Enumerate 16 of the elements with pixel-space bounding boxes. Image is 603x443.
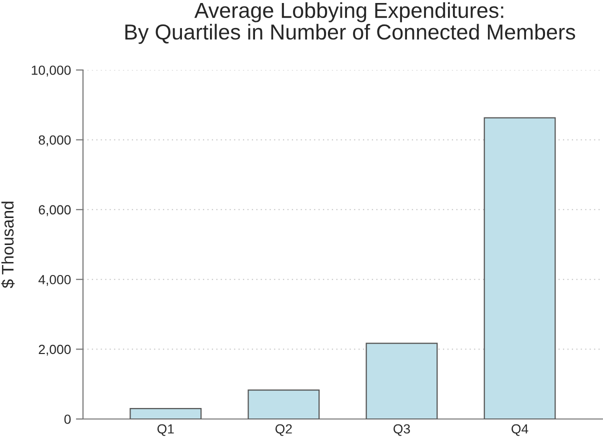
bar	[366, 342, 438, 419]
bar	[130, 408, 202, 419]
y-tick-label: 2,000	[38, 344, 71, 356]
y-axis-title: $ Thousand	[1, 202, 15, 288]
y-tick-label: 4,000	[38, 274, 71, 286]
bar	[248, 389, 320, 419]
x-tick-label: Q3	[394, 424, 410, 436]
x-tick-label: Q4	[512, 424, 528, 436]
chart-title: Average Lobbying Expenditures: By Quartiles in Number of Connected Members	[125, 2, 576, 44]
bar	[484, 117, 556, 419]
y-tick-label: 8,000	[38, 135, 71, 146]
x-tick-label: Q1	[157, 424, 174, 436]
y-tick-label: 6,000	[38, 205, 71, 216]
y-tick-label: 10,000	[32, 66, 71, 76]
x-tick-label: Q2	[276, 424, 292, 436]
y-tick-label: 0	[64, 414, 71, 424]
